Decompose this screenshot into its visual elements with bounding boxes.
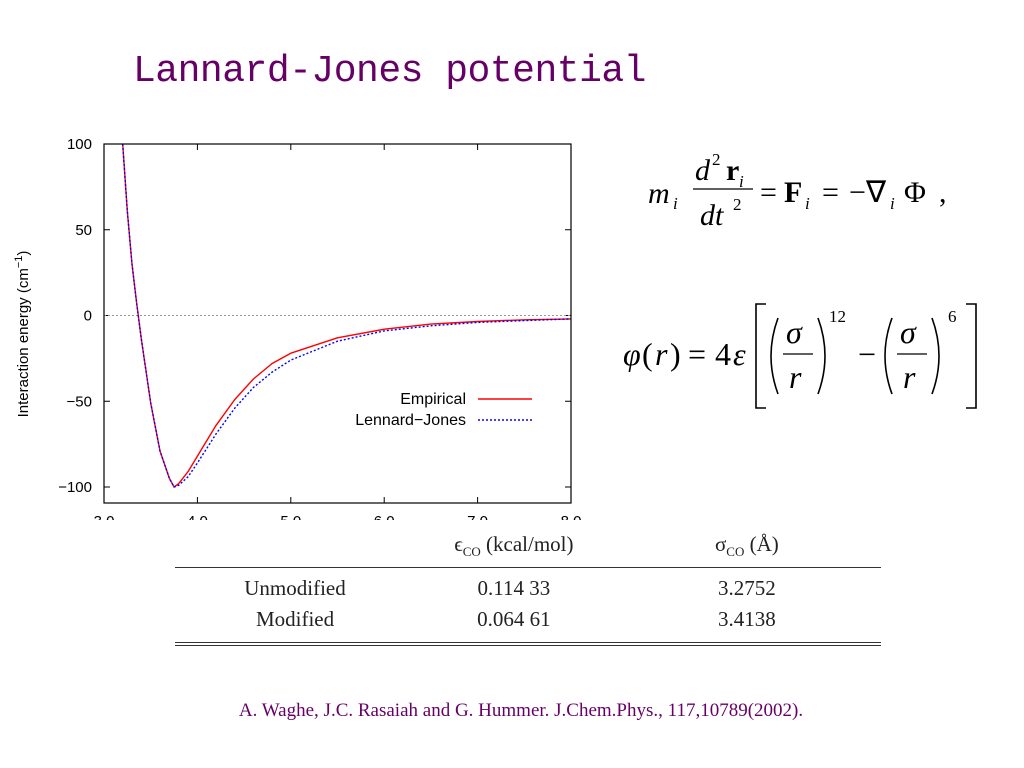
lj-paren-2-left — [884, 317, 893, 395]
eq-force: F — [784, 176, 802, 209]
row-sigma: 3.4138 — [612, 604, 881, 646]
lj-equals: = — [688, 336, 706, 372]
eq-equals-1: = — [760, 176, 777, 209]
eq-nabla-sub: i — [890, 194, 895, 213]
table-header-row: ϵCO (kcal/mol) σCO (Å) — [175, 525, 881, 568]
header-sigma: σCO (Å) — [612, 525, 881, 568]
header-sigma-symbol: σ — [714, 531, 727, 556]
lj-right-bracket — [966, 303, 977, 409]
y-tick-label: −50 — [67, 393, 92, 410]
eq-d: d — [695, 154, 711, 187]
eq-minus: − — [849, 176, 866, 209]
axis-ticks: 3.0 4.0 5.0 6.0 7.0 8.0 100 50 0 −50 −100 — [58, 136, 581, 520]
header-epsilon-symbol: ϵ — [454, 531, 463, 556]
x-tick-label: 4.0 — [187, 513, 208, 520]
eq-dt: dt — [700, 199, 724, 232]
lj-paren-2-right — [931, 317, 940, 395]
eq-m-sub: i — [673, 194, 678, 213]
row-epsilon: 0.114 33 — [477, 576, 551, 600]
eq-r-sub: i — [739, 172, 744, 191]
lj-rparen: ) — [670, 336, 681, 372]
eq-force-sub: i — [805, 194, 810, 213]
table-row: Unmodified 0.114 33 3.2752 — [175, 568, 881, 605]
lj-exp-12: 12 — [829, 307, 846, 326]
slide-title: Lannard-Jones potential — [133, 50, 647, 93]
y-axis-label: Interaction energy (cm−1) — [13, 251, 32, 418]
y-axis-label-sup: −1 — [13, 256, 25, 269]
lj-epsilon: ε — [733, 336, 746, 372]
header-sigma-unit: (Å) — [749, 531, 779, 556]
lj-exp-6: 6 — [948, 307, 957, 326]
row-name: Unmodified — [244, 576, 346, 600]
row-epsilon: 0.064 61 — [415, 604, 613, 646]
y-tick-label: −100 — [58, 479, 92, 496]
header-name — [175, 525, 416, 568]
x-tick-label: 6.0 — [374, 513, 395, 520]
header-epsilon: ϵCO (kcal/mol) — [415, 525, 613, 568]
lj-sigma-2: σ — [900, 314, 917, 350]
eq-nabla: ∇ — [865, 176, 887, 209]
newton-equation: m i d 2 r i dt 2 = F i = − ∇ i Φ , — [648, 150, 947, 232]
lj-lparen: ( — [642, 336, 653, 372]
lj-paren-1-left — [770, 317, 779, 395]
legend-label-empirical: Empirical — [400, 391, 466, 408]
energy-chart: 3.0 4.0 5.0 6.0 7.0 8.0 100 50 0 −50 −100 Interact… — [13, 136, 581, 520]
eq-phi-potential: Φ — [904, 176, 926, 209]
y-tick-label: 0 — [84, 308, 92, 325]
lj-paren-1-right — [817, 317, 826, 395]
lj-left-bracket — [755, 303, 766, 409]
lj-sigma-1: σ — [786, 314, 803, 350]
lj-r: r — [655, 336, 668, 372]
row-name: Modified — [175, 604, 416, 646]
lj-r-1: r — [789, 359, 802, 395]
eq-r-vector: r — [726, 154, 739, 187]
lj-equation: φ ( r ) = 4 ε σ r 12 − σ r 6 — [623, 303, 977, 409]
table-row: Modified 0.064 61 3.4138 — [175, 604, 881, 646]
eq-comma: , — [939, 176, 947, 209]
eq-dt-exp: 2 — [733, 195, 742, 214]
y-axis-label-main: Interaction energy (cm — [15, 268, 32, 417]
header-epsilon-sub: CO — [462, 544, 481, 560]
lj-minus: − — [858, 336, 876, 372]
parameters-table: ϵCO (kcal/mol) σCO (Å) Unmodified 0.114 … — [175, 525, 881, 646]
x-tick-label: 7.0 — [467, 513, 488, 520]
row-sigma: 3.2752 — [717, 576, 776, 600]
lj-phi: φ — [623, 336, 641, 372]
x-tick-label: 5.0 — [280, 513, 301, 520]
header-epsilon-unit: (kcal/mol) — [486, 531, 574, 556]
header-sigma-sub: CO — [726, 544, 745, 560]
series-group — [122, 144, 571, 488]
y-tick-label: 100 — [67, 136, 92, 153]
x-tick-label: 3.0 — [94, 513, 115, 520]
citation: A. Waghe, J.C. Rasaiah and G. Hummer. J.… — [238, 700, 804, 721]
lj-r-2: r — [903, 359, 916, 395]
y-axis-label-suffix: ) — [15, 251, 32, 256]
legend-label-lennard-jones: Lennard−Jones — [355, 412, 466, 429]
x-tick-label: 8.0 — [561, 513, 582, 520]
eq-equals-2: = — [822, 176, 839, 209]
series-line-lennard-jones — [122, 144, 571, 488]
y-tick-label: 50 — [75, 222, 92, 239]
legend: Empirical Lennard−Jones — [355, 391, 532, 429]
eq-d-exp: 2 — [712, 150, 721, 169]
eq-m: m — [648, 177, 670, 210]
plot-frame — [103, 143, 572, 504]
lj-four: 4 — [715, 336, 731, 372]
